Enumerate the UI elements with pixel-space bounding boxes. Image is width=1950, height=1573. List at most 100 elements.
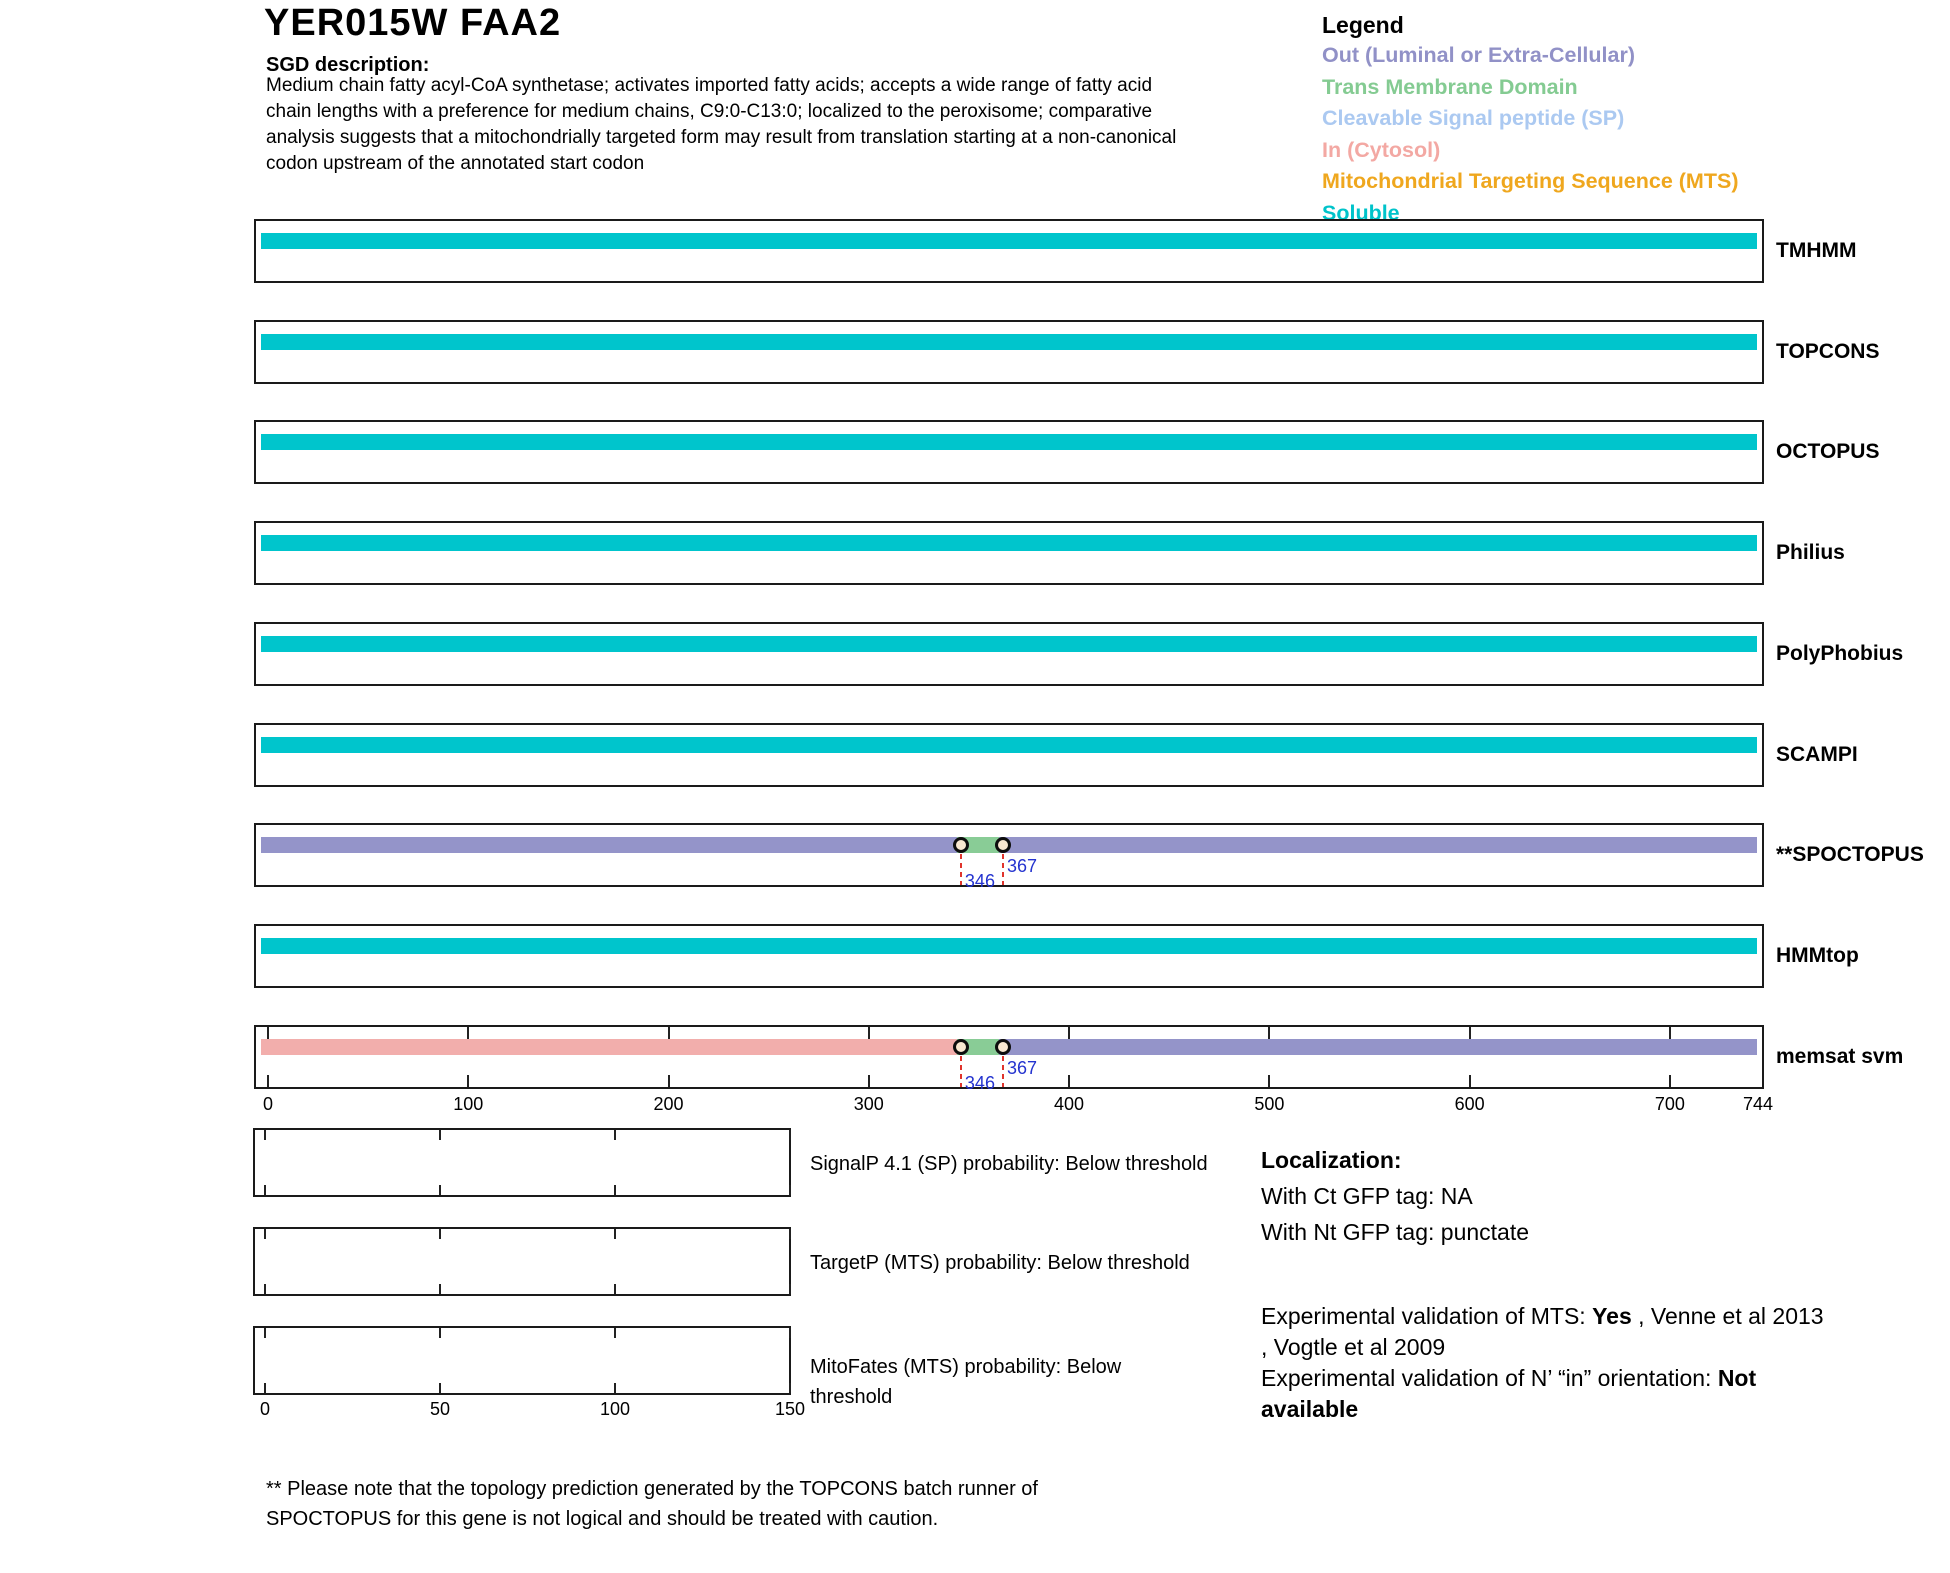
validation-text-run: , Venne et al 2013: [1631, 1303, 1824, 1329]
track-segment-soluble: [261, 535, 1757, 551]
footnote-line: ** Please note that the topology predict…: [266, 1478, 1038, 1500]
tm-boundary-position-label: 346: [964, 1073, 995, 1093]
tm-boundary-marker-icon: [952, 1039, 969, 1055]
track-bar: [261, 334, 1757, 350]
tm-boundary-line: [959, 845, 962, 885]
track-bar: [261, 737, 1757, 753]
legend: Legend Out (Luminal or Extra-Cellular) T…: [1322, 10, 1738, 229]
track-label-philius: Philius: [1776, 541, 1845, 564]
residue-axis-tick-label: 600: [1454, 1094, 1485, 1114]
residue-tick: [667, 1027, 670, 1039]
probability-axis-tick: [789, 1185, 791, 1195]
probability-axis-tick: [439, 1284, 441, 1294]
probability-axis-tick: [789, 1229, 791, 1239]
residue-axis-tick-label: 400: [1054, 1094, 1085, 1114]
legend-title: Legend: [1322, 12, 1404, 38]
residue-axis-tick-label: 700: [1654, 1094, 1685, 1114]
validation-text-run: Experimental validation of N’ “in” orien…: [1261, 1365, 1718, 1391]
probability-axis-tick: [614, 1284, 616, 1294]
residue-tick: [1068, 1075, 1071, 1087]
probability-plot-box: [253, 1326, 791, 1395]
track-bar: [261, 535, 1757, 551]
track-bar: [261, 434, 1757, 450]
probability-plot-box: [253, 1128, 791, 1197]
track-bar: [261, 837, 1757, 853]
probability-plot-caption: MitoFates (MTS) probability: Below thres…: [810, 1356, 1122, 1408]
sgd-description-line: chain lengths with a preference for medi…: [266, 101, 1153, 122]
legend-item-tm: Trans Membrane Domain: [1322, 74, 1578, 99]
probability-axis-tick: [439, 1229, 441, 1239]
track-label-memsatsvm: memsat svm: [1776, 1045, 1904, 1068]
sgd-description-line: codon upstream of the annotated start co…: [266, 153, 645, 174]
probability-axis-tick: [614, 1328, 616, 1338]
probability-plot-box: [253, 1227, 791, 1296]
validation-text-run: Experimental validation of MTS:: [1261, 1303, 1593, 1329]
localization-title: Localization:: [1261, 1147, 1402, 1173]
residue-axis-tick-label: 200: [653, 1094, 684, 1114]
sgd-description-line: analysis suggests that a mitochondrially…: [266, 127, 1177, 148]
residue-tick: [1268, 1075, 1271, 1087]
residue-tick: [867, 1075, 870, 1087]
residue-axis-tick-label: 0: [262, 1094, 274, 1114]
probability-axis-tick: [264, 1284, 266, 1294]
track-box-spoctopus: 346 367: [254, 823, 1764, 891]
spoctopus-footnote: ** Please note that the topology predict…: [266, 1474, 1038, 1534]
page-title: YER015W FAA2: [264, 2, 562, 44]
validation-line: Experimental validation of N’ “in” orien…: [1261, 1363, 1921, 1394]
residue-tick: [1068, 1027, 1071, 1039]
track-segment-out: [261, 837, 957, 853]
validation-line: Experimental validation of MTS: Yes , Ve…: [1261, 1301, 1921, 1332]
validation-text-run: Not: [1717, 1365, 1757, 1391]
probability-axis-tick: [614, 1229, 616, 1239]
probability-axis-tick-label: 50: [429, 1399, 451, 1419]
residue-tick: [667, 1075, 670, 1087]
legend-item-mts: Mitochondrial Targeting Sequence (MTS): [1322, 169, 1739, 193]
track-segment-soluble: [261, 636, 1757, 652]
residue-tick: [267, 1075, 269, 1087]
residue-tick: [267, 1027, 269, 1039]
track-label-scampi: SCAMPI: [1776, 743, 1858, 766]
validation-line: available: [1261, 1394, 1921, 1425]
residue-tick: [1668, 1027, 1671, 1039]
probability-plot-caption: SignalP 4.1 (SP) probability: Below thre…: [810, 1153, 1208, 1175]
tm-boundary-line: [1001, 1047, 1004, 1087]
validation-line: , Vogtle et al 2009: [1261, 1332, 1921, 1363]
residue-axis-tick-label: 500: [1254, 1094, 1285, 1114]
validation-text-run: Yes: [1592, 1303, 1632, 1329]
sgd-description-line: Medium chain fatty acyl-CoA synthetase; …: [266, 75, 1153, 96]
tm-boundary-line: [959, 1047, 962, 1087]
track-box-octopus: [254, 420, 1764, 484]
residue-tick: [1468, 1027, 1471, 1039]
track-label-topcons: TOPCONS: [1776, 340, 1880, 363]
residue-tick: [1668, 1075, 1671, 1087]
probability-axis-tick: [614, 1383, 616, 1393]
legend-item-sp: Cleavable Signal peptide (SP): [1322, 106, 1625, 130]
probability-axis-tick: [264, 1229, 266, 1239]
track-segment-out: [998, 837, 1757, 853]
track-box-topcons: [254, 320, 1764, 384]
localization-nt-gfp: With Nt GFP tag: punctate: [1261, 1219, 1530, 1245]
probability-axis-tick: [264, 1185, 266, 1195]
probability-axis-tick: [614, 1130, 616, 1140]
track-label-spoctopus: **SPOCTOPUS: [1776, 843, 1924, 866]
track-segment-in: [261, 1039, 957, 1055]
track-bar: [261, 636, 1757, 652]
sgd-description-text: Medium chain fatty acyl-CoA synthetase; …: [266, 73, 1176, 177]
track-box-tmhmm: [254, 219, 1764, 283]
track-segment-soluble: [261, 334, 1757, 350]
track-label-tmhmm: TMHMM: [1776, 239, 1857, 262]
probability-axis-tick: [439, 1383, 441, 1393]
track-box-philius: [254, 521, 1764, 585]
validation-text-run: , Vogtle et al 2009: [1261, 1334, 1446, 1360]
probability-axis-tick-label: 0: [259, 1399, 271, 1419]
probability-axis-tick: [264, 1130, 266, 1140]
probability-axis-tick: [789, 1328, 791, 1338]
residue-axis-tick-label: 300: [853, 1094, 884, 1114]
probability-plot-caption: TargetP (MTS) probability: Below thresho…: [810, 1252, 1190, 1274]
tm-boundary-position-label: 367: [1006, 856, 1038, 876]
track-box-polyphobius: [254, 622, 1764, 686]
track-bar: [261, 233, 1757, 249]
tm-boundary-position-label: 367: [1006, 1058, 1038, 1078]
residue-tick: [1268, 1027, 1271, 1039]
